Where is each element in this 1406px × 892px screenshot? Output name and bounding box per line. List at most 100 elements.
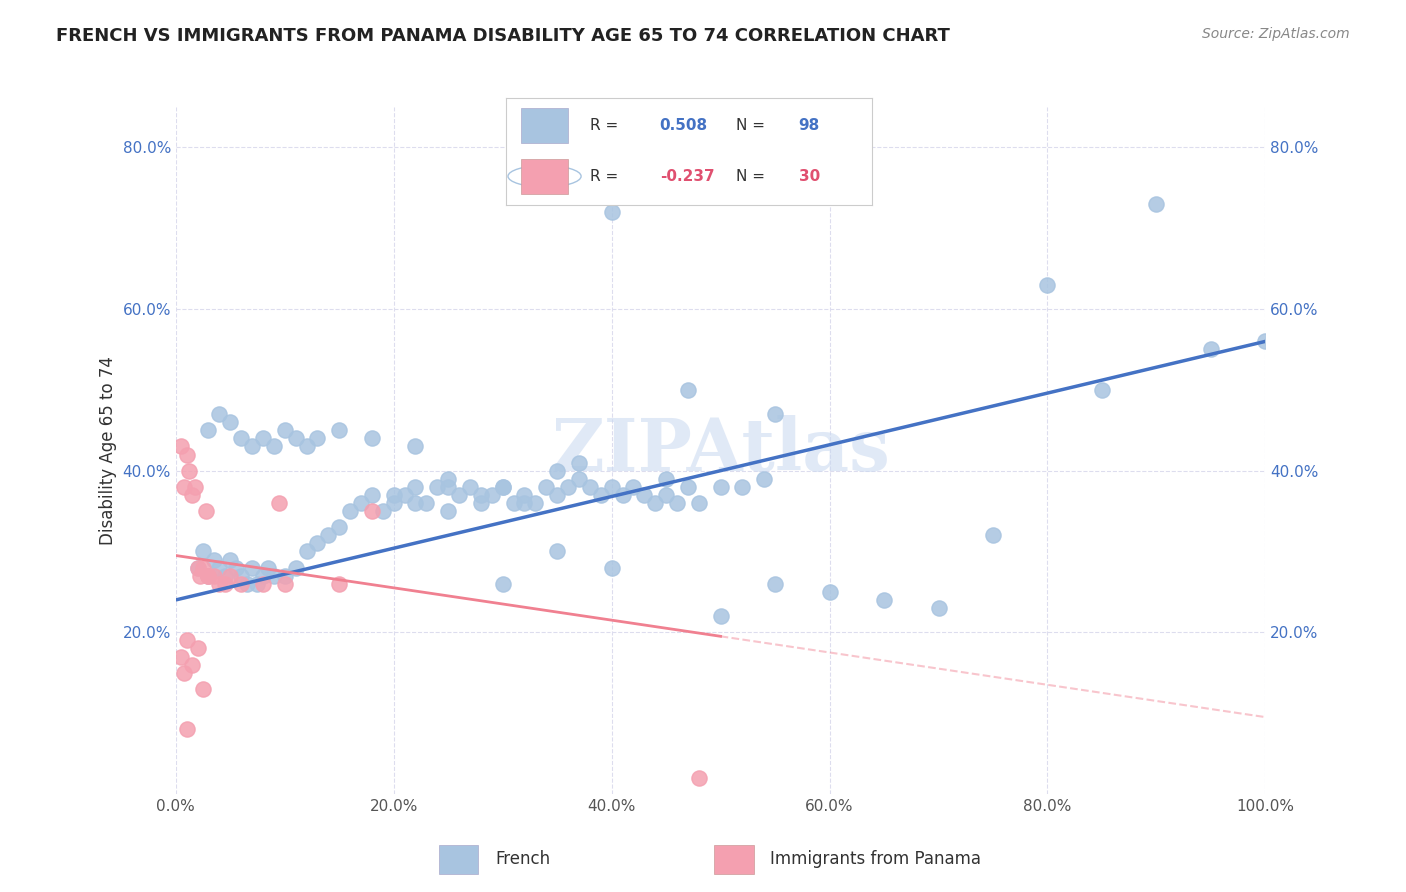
Point (214, 576, 236, 591)
Point (184, 480, 207, 494)
Point (252, 568, 274, 582)
Point (219, 568, 242, 582)
Point (360, 504, 382, 518)
Point (274, 576, 297, 591)
Point (513, 496, 536, 510)
Text: R =: R = (591, 169, 623, 184)
Point (1091, 383, 1114, 397)
Point (328, 423, 350, 437)
Point (1199, 343, 1222, 357)
Point (263, 439, 285, 453)
Point (447, 488, 470, 502)
Point (546, 488, 568, 502)
Point (405, 480, 427, 494)
Point (1254, 334, 1277, 349)
Point (274, 568, 297, 582)
Point (928, 601, 950, 615)
Point (269, 496, 291, 510)
Point (197, 568, 219, 582)
Point (763, 407, 786, 421)
Text: N =: N = (737, 169, 770, 184)
Point (173, 665, 195, 680)
Point (666, 496, 689, 510)
Text: FRENCH VS IMMIGRANTS FROM PANAMA DISABILITY AGE 65 TO 74 CORRELATION CHART: FRENCH VS IMMIGRANTS FROM PANAMA DISABIL… (56, 27, 950, 45)
Point (318, 528, 340, 542)
Point (295, 544, 318, 558)
Point (437, 480, 460, 494)
Point (339, 504, 361, 518)
Text: French: French (495, 849, 550, 868)
Text: 30: 30 (799, 169, 820, 184)
Point (470, 488, 492, 502)
Point (284, 560, 307, 574)
Point (240, 439, 263, 453)
Point (546, 464, 568, 478)
Point (415, 496, 437, 510)
Point (186, 560, 209, 574)
Point (191, 544, 214, 558)
FancyBboxPatch shape (714, 845, 754, 874)
FancyBboxPatch shape (439, 845, 478, 874)
Point (170, 649, 193, 664)
Point (754, 472, 776, 486)
Text: N =: N = (737, 118, 770, 133)
Point (1036, 277, 1059, 292)
Point (208, 576, 231, 591)
Point (481, 488, 503, 502)
Point (219, 552, 242, 566)
Point (263, 568, 285, 582)
Point (688, 496, 710, 510)
Point (274, 423, 297, 437)
Point (188, 568, 211, 582)
Point (579, 480, 602, 494)
Point (873, 593, 896, 607)
Point (197, 423, 219, 437)
Point (176, 723, 198, 737)
Point (191, 560, 214, 574)
Point (382, 488, 405, 502)
Point (981, 528, 1004, 542)
Point (191, 681, 214, 696)
Point (173, 480, 195, 494)
Text: -0.237: -0.237 (659, 169, 714, 184)
Point (219, 415, 242, 429)
Point (589, 488, 612, 502)
Point (763, 576, 786, 591)
Text: 0.508: 0.508 (659, 118, 707, 133)
Circle shape (508, 166, 581, 187)
Point (181, 488, 204, 502)
Point (350, 496, 373, 510)
Point (710, 609, 733, 624)
Point (546, 544, 568, 558)
Point (458, 480, 481, 494)
Point (186, 560, 209, 574)
Point (1144, 197, 1167, 211)
Text: 98: 98 (799, 118, 820, 133)
Point (557, 480, 579, 494)
Point (328, 520, 350, 534)
Point (231, 431, 253, 445)
Point (197, 568, 219, 582)
Point (231, 568, 253, 582)
Point (225, 560, 247, 574)
Point (676, 383, 699, 397)
Point (328, 576, 350, 591)
Point (231, 576, 253, 591)
Point (405, 439, 427, 453)
Point (621, 480, 644, 494)
Point (492, 576, 515, 591)
Point (181, 657, 204, 672)
Point (492, 480, 515, 494)
Point (202, 568, 225, 582)
FancyBboxPatch shape (520, 108, 568, 143)
Point (235, 576, 257, 591)
Point (492, 480, 515, 494)
Point (382, 496, 405, 510)
Point (214, 568, 236, 582)
Point (195, 504, 218, 518)
Point (513, 488, 536, 502)
Point (524, 496, 547, 510)
Point (252, 576, 274, 591)
Point (197, 568, 219, 582)
Point (426, 480, 449, 494)
